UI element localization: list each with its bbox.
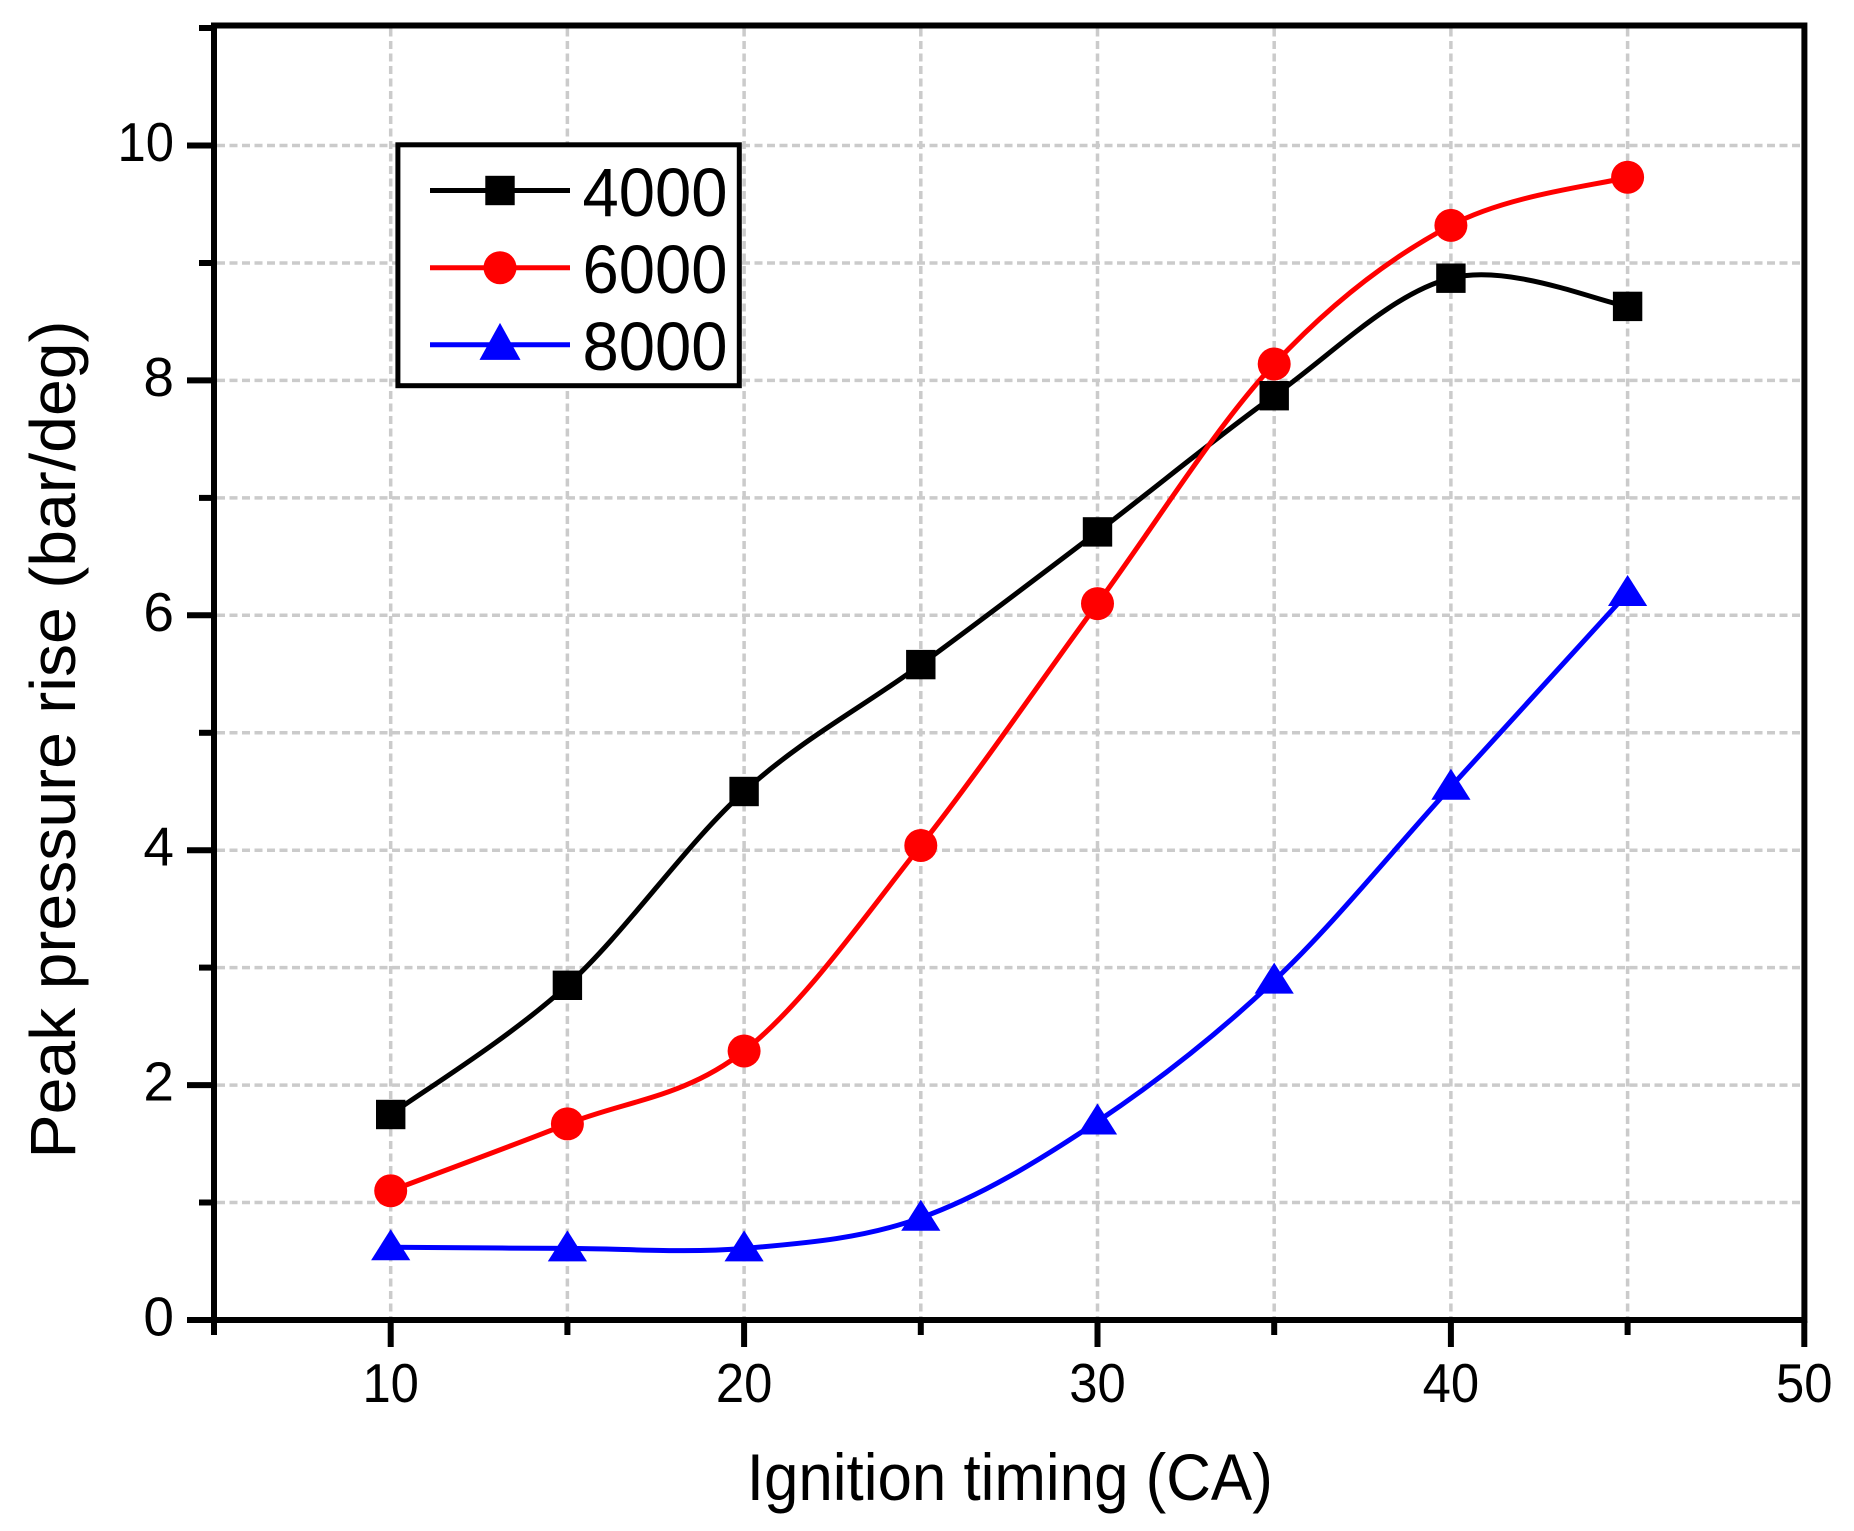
svg-text:10: 10 [362, 1352, 419, 1414]
svg-text:0: 0 [143, 1286, 174, 1348]
svg-text:2: 2 [143, 1051, 174, 1113]
svg-text:10: 10 [118, 111, 175, 173]
svg-text:6: 6 [143, 581, 174, 643]
svg-text:50: 50 [1776, 1352, 1833, 1414]
svg-text:8: 8 [143, 346, 174, 408]
svg-text:40: 40 [1423, 1352, 1480, 1414]
svg-text:8000: 8000 [583, 308, 728, 385]
svg-text:6000: 6000 [583, 231, 728, 308]
svg-text:Ignition timing (CA): Ignition timing (CA) [747, 1440, 1273, 1514]
svg-text:Peak pressure rise (bar/deg): Peak pressure rise (bar/deg) [17, 321, 89, 1159]
svg-text:4: 4 [143, 816, 174, 878]
svg-text:30: 30 [1069, 1352, 1126, 1414]
svg-text:20: 20 [716, 1352, 773, 1414]
svg-text:4000: 4000 [583, 154, 728, 231]
